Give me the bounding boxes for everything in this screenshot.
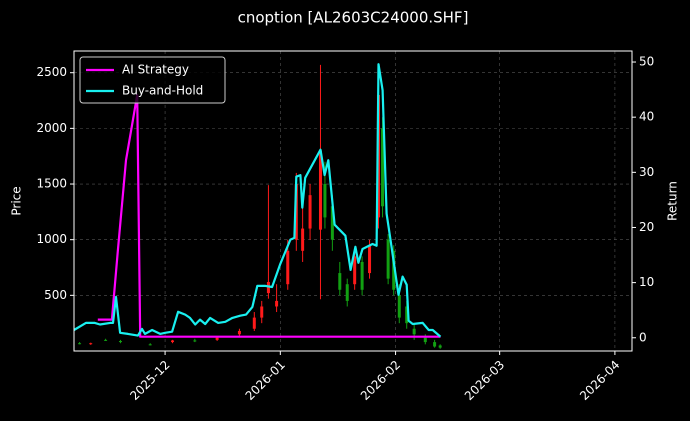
candle-body bbox=[405, 306, 409, 324]
candle-body bbox=[323, 184, 327, 218]
x-tick-label: 2026-01 bbox=[243, 358, 288, 403]
legend-box bbox=[79, 56, 226, 104]
candle-body bbox=[275, 300, 279, 307]
candle-body bbox=[345, 284, 349, 301]
candle-body bbox=[318, 150, 322, 230]
candle-body bbox=[237, 330, 241, 335]
candle-body bbox=[423, 337, 427, 343]
x-tick-label: 2025-12 bbox=[127, 358, 172, 403]
candle-body bbox=[266, 281, 270, 294]
y2-axis-label: Return bbox=[666, 181, 680, 221]
candle-body bbox=[308, 195, 312, 229]
candle-body bbox=[215, 337, 219, 340]
candle-body bbox=[171, 340, 175, 343]
candle-body bbox=[438, 345, 442, 348]
candle-body bbox=[104, 339, 108, 341]
y-axis-label: Price bbox=[10, 186, 24, 215]
candle-body bbox=[386, 239, 390, 279]
y2-tick-label: 40 bbox=[639, 110, 654, 124]
x-tick-label: 2026-03 bbox=[462, 358, 507, 403]
candle-body bbox=[412, 328, 416, 335]
y2-tick-label: 50 bbox=[639, 55, 654, 69]
candle-body bbox=[392, 250, 396, 290]
candle-body bbox=[397, 295, 401, 318]
y-tick-label: 1000 bbox=[36, 232, 67, 246]
candle-body bbox=[260, 306, 264, 318]
candle-body bbox=[193, 340, 197, 342]
legend-label: Buy-and-Hold bbox=[122, 84, 203, 98]
plot-frame bbox=[73, 50, 633, 352]
candle-body bbox=[118, 340, 122, 343]
candle-body bbox=[148, 344, 152, 346]
candle-body bbox=[353, 256, 357, 285]
y2-tick-label: 0 bbox=[639, 330, 647, 344]
y-tick-label: 1500 bbox=[36, 177, 67, 191]
candle-body bbox=[433, 342, 437, 347]
candle-body bbox=[252, 317, 256, 329]
y-tick-label: 2000 bbox=[36, 121, 67, 135]
y-tick-label: 500 bbox=[44, 288, 67, 302]
series-line bbox=[97, 94, 441, 338]
x-tick-label: 2026-04 bbox=[577, 358, 622, 403]
candle-body bbox=[286, 250, 290, 285]
candle-body bbox=[78, 343, 82, 345]
candle-body bbox=[301, 228, 305, 251]
legend-label: AI Strategy bbox=[122, 63, 189, 77]
candle-body bbox=[368, 245, 372, 274]
y2-tick-label: 10 bbox=[639, 275, 654, 289]
candle-body bbox=[360, 261, 364, 290]
candle-body bbox=[381, 128, 385, 207]
candle-body bbox=[89, 343, 93, 345]
y2-tick-label: 30 bbox=[639, 165, 654, 179]
y2-tick-label: 20 bbox=[639, 220, 654, 234]
candle-body bbox=[338, 273, 342, 290]
x-tick-label: 2026-02 bbox=[358, 358, 403, 403]
candle-body bbox=[330, 206, 334, 240]
chart-title: cnoption [AL2603C24000.SHF] bbox=[238, 9, 469, 27]
series-line bbox=[73, 63, 442, 338]
y-tick-label: 2500 bbox=[36, 65, 67, 79]
